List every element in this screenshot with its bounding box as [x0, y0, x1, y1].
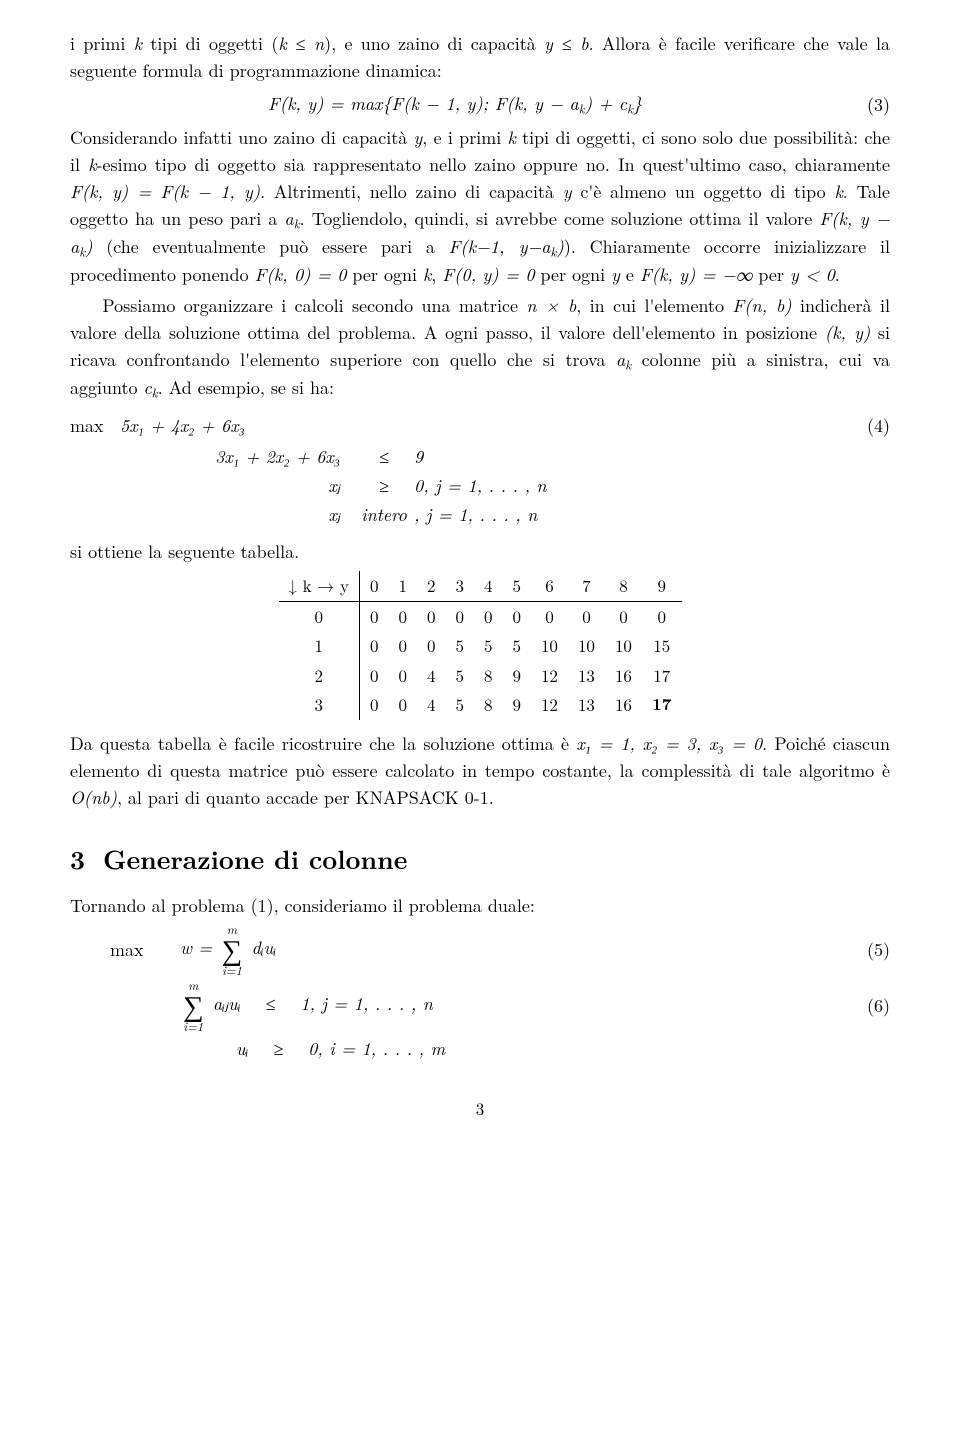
eq-number-5: (5): [840, 936, 890, 963]
equation-3: F(k, y) = max{F(k − 1, y); F(k, y − ak) …: [70, 90, 890, 118]
section-heading: 3 Generazione di colonne: [70, 839, 890, 878]
constraints-4: 3x₁ + 2x₂ + 6x₃≤9 xⱼ≥0, j = 1, . . . , n…: [150, 443, 890, 528]
para-4: si ottiene la seguente tabella.: [70, 538, 890, 565]
objective-4: max 5x₁ + 4x₂ + 6x₃ (4): [70, 412, 890, 439]
dp-table: ↓ k → y 0123456789 00000000000 100055510…: [279, 571, 682, 720]
para-1: i primi k tipi di oggetti (k ≤ n), e uno…: [70, 30, 890, 84]
para-5: Da questa tabella è facile ricostruire c…: [70, 730, 890, 811]
section-number: 3: [70, 840, 85, 877]
para-3: Possiamo organizzare i calcoli secondo u…: [70, 292, 890, 402]
table-corner: ↓ k → y: [279, 571, 360, 601]
eq-number-6: (6): [840, 992, 890, 1019]
table-row: 100055510101015: [279, 631, 682, 661]
eq-number-3: (3): [840, 91, 890, 118]
para-2: Considerando infatti uno zaino di capaci…: [70, 124, 890, 288]
table-header-row: ↓ k → y 0123456789: [279, 571, 682, 601]
table-row: 00000000000: [279, 601, 682, 631]
table-row: 200458912131617: [279, 661, 682, 691]
dual-problem: max w = m∑i=1 dᵢuᵢ (5) m∑i=1 aᵢⱼuᵢ ≤ 1, …: [110, 923, 890, 1062]
page-number: 3: [70, 1096, 890, 1122]
section-title: Generazione di colonne: [103, 840, 407, 877]
eq-number-4: (4): [840, 412, 890, 439]
para-6: Tornando al problema (1), consideriamo i…: [70, 892, 890, 919]
table-row: 300458912131617: [279, 690, 682, 720]
